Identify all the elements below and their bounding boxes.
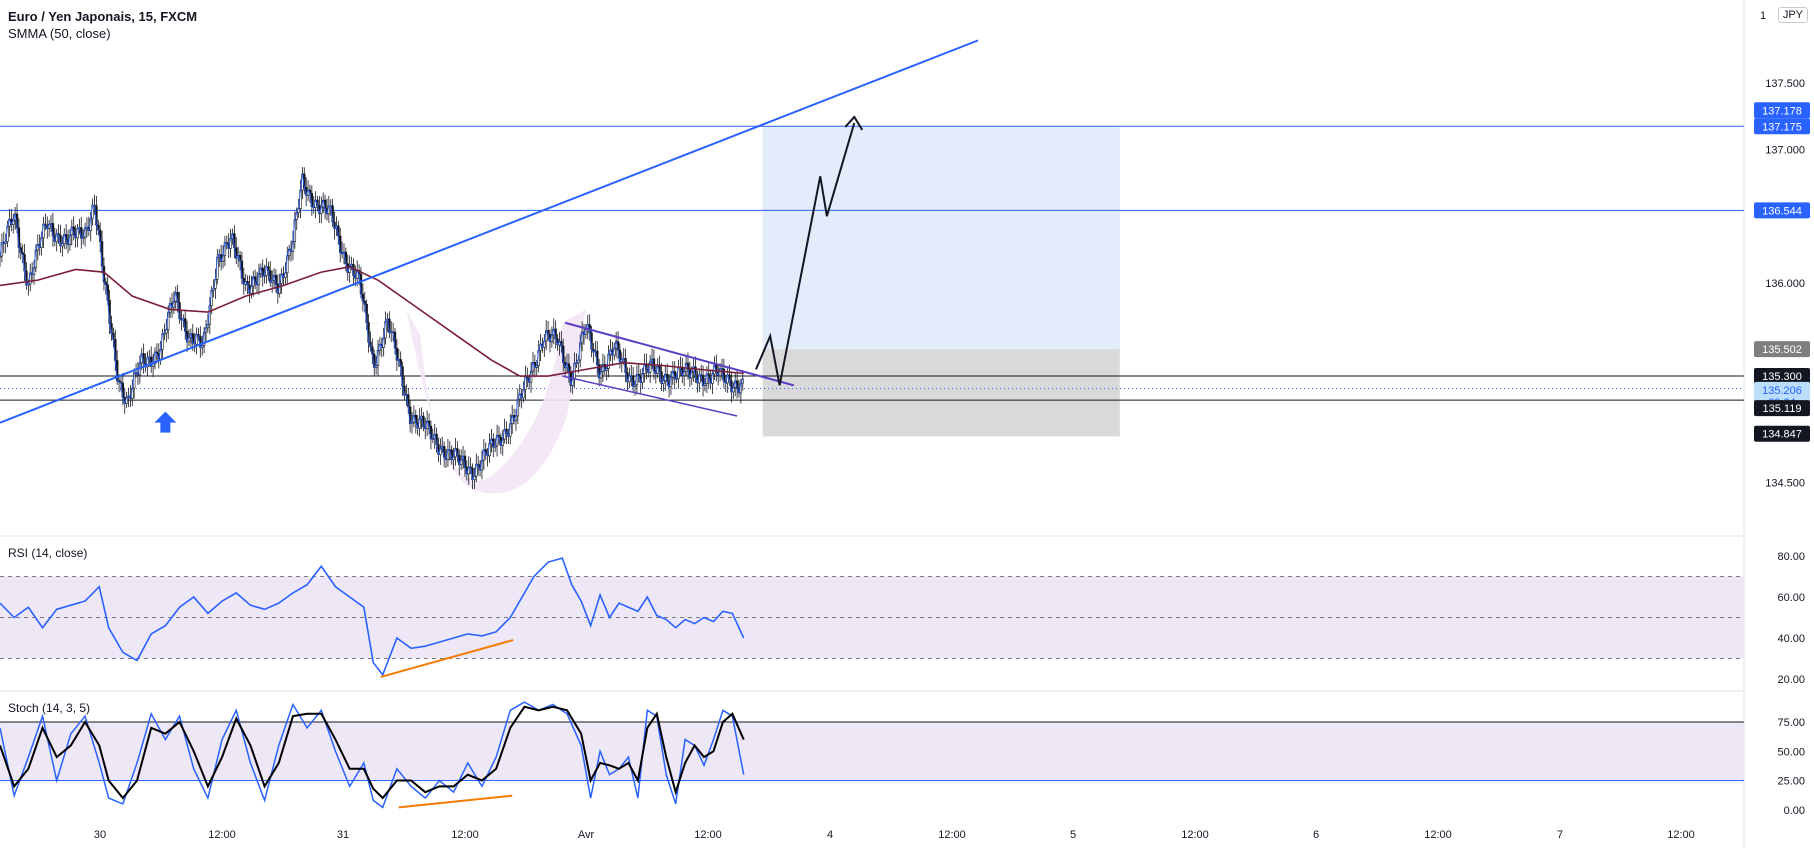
price-tick-label-clipped: 1 xyxy=(1760,10,1766,22)
rsi-line xyxy=(0,557,745,677)
smma-path xyxy=(0,265,744,377)
time-tick-label: 12:00 xyxy=(208,829,236,841)
badge-135502-bg xyxy=(1754,341,1810,358)
stoch-divergence-line xyxy=(398,794,513,809)
buy-signal-arrow-icon xyxy=(154,411,177,433)
badge-137178: 137.178 xyxy=(1762,105,1802,117)
time-tick-label: 30 xyxy=(94,829,106,841)
stoch-pane: 75.00 50.00 25.00 0.00 xyxy=(0,701,1805,817)
badge-134847: 134.847 xyxy=(1762,429,1802,441)
currency-button[interactable]: JPY xyxy=(1777,7,1808,23)
symbol-title[interactable]: Euro / Yen Japonais, 15, FXCM xyxy=(8,9,198,24)
stoch-tick-label: 50.00 xyxy=(1777,746,1805,758)
time-tick-label: 5 xyxy=(1070,829,1076,841)
price-tick-label: 137.000 xyxy=(1765,145,1805,157)
rsi-legend[interactable]: RSI (14, close) xyxy=(8,546,88,560)
indicator-legend-smma[interactable]: SMMA (50, close) xyxy=(8,26,111,41)
badge-137175: 137.175 xyxy=(1762,121,1802,133)
pattern-highlight xyxy=(406,309,586,494)
price-tick-label: 134.500 xyxy=(1765,478,1805,490)
stoch-tick-label: 25.00 xyxy=(1777,776,1805,788)
badge-134847-bg xyxy=(1754,425,1810,442)
stoch-tick-label: 75.00 xyxy=(1777,717,1805,729)
time-tick-label: 4 xyxy=(827,829,833,841)
time-tick-label: Avr xyxy=(578,829,595,841)
badge-137175-bg xyxy=(1754,118,1810,135)
ascending-trendline xyxy=(0,39,979,424)
badge-136544-bg xyxy=(1754,202,1810,219)
channel-upper-line xyxy=(564,321,795,387)
horizontal-levels xyxy=(0,125,1744,494)
price-tick-label: 136.000 xyxy=(1765,278,1805,290)
projection-path xyxy=(755,122,856,386)
smma-line xyxy=(0,265,744,377)
projection-arrowhead xyxy=(844,115,864,131)
stop-zone xyxy=(762,349,1120,437)
price-badges: 137.178 137.175 136.544 135.502 135.300 135.2… xyxy=(1754,102,1810,442)
time-tick-label: 31 xyxy=(337,829,349,841)
stoch-band xyxy=(0,722,1744,781)
time-tick-label: 12:00 xyxy=(1181,829,1209,841)
price-series xyxy=(0,167,744,490)
target-zone xyxy=(762,126,1120,350)
time-tick-label: 6 xyxy=(1313,829,1319,841)
rsi-tick-label: 80.00 xyxy=(1777,551,1805,563)
time-tick-label: 12:00 xyxy=(1424,829,1452,841)
badge-135300: 135.300 xyxy=(1762,371,1802,383)
badge-135206: 135.206 xyxy=(1762,385,1802,397)
time-tick-label: 7 xyxy=(1557,829,1563,841)
drawings xyxy=(0,39,979,433)
stoch-d-line xyxy=(0,705,745,800)
rsi-pane: 80.00 60.00 40.00 20.00 xyxy=(0,551,1805,686)
badge-135119: 135.119 xyxy=(1763,403,1802,415)
badge-137178-bg xyxy=(1754,102,1810,119)
badge-135119-bg xyxy=(1754,400,1810,417)
time-tick-label: 12:00 xyxy=(694,829,722,841)
badge-135300-bg xyxy=(1754,368,1810,385)
time-tick-label: 12:00 xyxy=(1667,829,1695,841)
stoch-k-line xyxy=(0,701,745,809)
channel-lower-line xyxy=(562,375,738,417)
rsi-divergence-line xyxy=(380,639,514,678)
rsi-tick-label: 60.00 xyxy=(1777,592,1805,604)
time-tick-label: 12:00 xyxy=(938,829,966,841)
candle-body xyxy=(0,255,2,258)
time-axis: 30 12:00 31 12:00 Avr 12:00 4 12:00 5 12:00 6 12:00… xyxy=(94,829,1695,841)
stoch-tick-label: 0.00 xyxy=(1784,805,1805,817)
chart-header: Euro / Yen Japonais, 15, FXCM SMMA (50, … xyxy=(8,8,197,42)
position-zones xyxy=(762,126,1120,437)
badge-136544: 136.544 xyxy=(1762,205,1802,217)
close-line xyxy=(0,173,744,482)
rsi-tick-label: 20.00 xyxy=(1777,674,1805,686)
time-tick-label: 12:00 xyxy=(451,829,479,841)
price-tick-label: 137.500 xyxy=(1765,78,1805,90)
price-axis: 137.500 137.000 136.000 134.500 1 xyxy=(1760,10,1805,490)
rsi-tick-label: 40.00 xyxy=(1777,633,1805,645)
badge-135502: 135.502 xyxy=(1762,344,1802,356)
stoch-legend[interactable]: Stoch (14, 3, 5) xyxy=(8,701,91,715)
